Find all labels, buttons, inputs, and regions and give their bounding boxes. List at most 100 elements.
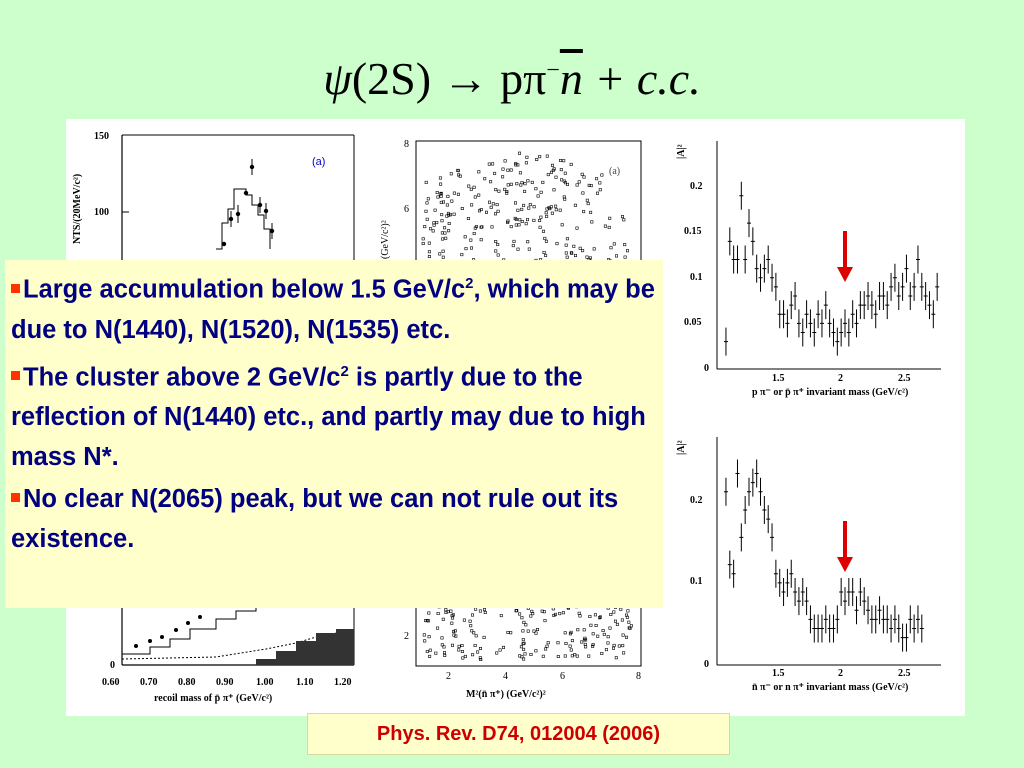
dalitz-point bbox=[457, 644, 461, 648]
dalitz-point bbox=[544, 253, 548, 257]
dalitz-point bbox=[423, 639, 427, 643]
dalitz-point bbox=[558, 612, 562, 616]
data-point bbox=[923, 282, 928, 311]
dalitz-point bbox=[580, 172, 584, 176]
dalitz-point bbox=[464, 247, 468, 251]
data-point bbox=[850, 300, 855, 329]
reference-box: Phys. Rev. D74, 012004 (2006) bbox=[307, 713, 730, 755]
data-point bbox=[931, 300, 936, 329]
data-point bbox=[800, 578, 805, 607]
dalitz-point bbox=[427, 255, 431, 259]
data-point bbox=[758, 477, 763, 506]
data-point bbox=[800, 318, 805, 347]
summary-callout: Large accumulation below 1.5 GeV/c2, whi… bbox=[5, 260, 663, 608]
dalitz-point bbox=[575, 226, 579, 230]
dalitz-point bbox=[543, 236, 547, 240]
dalitz-point bbox=[623, 243, 627, 247]
amp-bottom-xtick-1: 2 bbox=[838, 668, 843, 679]
dalitz-ylabel: (GeV/c²)² bbox=[380, 220, 391, 259]
data-point bbox=[877, 282, 882, 311]
dalitz-point bbox=[534, 649, 538, 653]
dalitz-point bbox=[570, 654, 574, 658]
data-point bbox=[739, 523, 744, 552]
amp-top-xtick-1: 2 bbox=[838, 373, 843, 384]
dalitz-point bbox=[595, 177, 599, 181]
dalitz-point bbox=[518, 171, 522, 175]
dalitz-point bbox=[421, 242, 425, 246]
dalitz-point bbox=[534, 631, 538, 635]
dalitz-point bbox=[441, 617, 445, 621]
dalitz-point bbox=[456, 192, 460, 196]
dalitz-point bbox=[493, 171, 497, 175]
dalitz-point bbox=[553, 612, 557, 616]
dalitz-point bbox=[489, 180, 493, 184]
data-point bbox=[827, 614, 832, 643]
bullet-marker-icon bbox=[11, 371, 20, 381]
data-point bbox=[793, 578, 798, 607]
dalitz-point bbox=[623, 255, 627, 259]
dalitz-point bbox=[523, 189, 527, 193]
dalitz-point bbox=[620, 215, 624, 219]
dalitz-point bbox=[521, 638, 525, 642]
dalitz-point bbox=[450, 621, 454, 625]
data-point bbox=[908, 282, 913, 311]
dalitz-point bbox=[621, 633, 625, 637]
figure-svg: 150 100 0 NTS/(20MeV/c²) (a) bbox=[72, 131, 941, 704]
dalitz-point bbox=[583, 636, 587, 640]
data-point bbox=[854, 596, 859, 625]
dalitz-point bbox=[614, 254, 618, 258]
dalitz-point bbox=[585, 255, 589, 259]
dalitz-point bbox=[606, 635, 610, 639]
dalitz-point bbox=[472, 631, 476, 635]
hist-xtick-5: 1.10 bbox=[296, 677, 314, 688]
dalitz-point bbox=[592, 247, 596, 251]
dalitz-point bbox=[536, 194, 540, 198]
dalitz-point bbox=[441, 237, 445, 241]
data-point bbox=[766, 245, 771, 274]
dalitz-point bbox=[519, 645, 523, 649]
dalitz-point bbox=[427, 635, 431, 639]
dalitz-point bbox=[583, 642, 587, 646]
dalitz-point bbox=[446, 211, 450, 215]
dalitz-point bbox=[620, 618, 624, 622]
dalitz-point bbox=[586, 202, 590, 206]
dalitz-point bbox=[624, 613, 628, 617]
dalitz-point bbox=[617, 644, 621, 648]
data-point bbox=[839, 318, 844, 347]
dalitz-point bbox=[540, 609, 544, 613]
dalitz-point bbox=[454, 634, 458, 638]
dalitz-point bbox=[505, 190, 509, 194]
dalitz-point bbox=[570, 639, 574, 643]
dalitz-xtick-8: 8 bbox=[636, 671, 641, 682]
data-point bbox=[858, 578, 863, 607]
dalitz-point bbox=[506, 219, 510, 223]
data-point bbox=[846, 578, 851, 607]
data-point bbox=[869, 291, 874, 320]
dalitz-point bbox=[472, 185, 476, 189]
dalitz-point bbox=[534, 187, 538, 191]
dalitz-point bbox=[550, 211, 554, 215]
dalitz-point bbox=[577, 611, 581, 615]
dalitz-point bbox=[524, 222, 528, 226]
dalitz-point bbox=[446, 194, 450, 198]
dalitz-point bbox=[509, 631, 513, 635]
dalitz-point bbox=[463, 235, 467, 239]
dalitz-point bbox=[477, 193, 481, 197]
hist-xtick-2: 0.80 bbox=[178, 677, 196, 688]
dalitz-point bbox=[438, 176, 442, 180]
dalitz-point bbox=[588, 256, 592, 260]
dalitz-point bbox=[576, 628, 580, 632]
dalitz-point bbox=[478, 656, 482, 660]
bullet-1: Large accumulation below 1.5 GeV/c2, whi… bbox=[11, 264, 657, 350]
dalitz-point bbox=[518, 654, 522, 658]
data-point bbox=[770, 263, 775, 292]
dalitz-point bbox=[612, 610, 616, 614]
data-point bbox=[731, 245, 736, 274]
dalitz-point bbox=[470, 629, 474, 633]
dalitz-point bbox=[422, 633, 426, 637]
dalitz-point bbox=[561, 611, 565, 615]
dalitz-point bbox=[444, 608, 448, 612]
dalitz-point bbox=[558, 208, 562, 212]
dalitz-point bbox=[424, 619, 428, 623]
dalitz-point bbox=[552, 188, 556, 192]
